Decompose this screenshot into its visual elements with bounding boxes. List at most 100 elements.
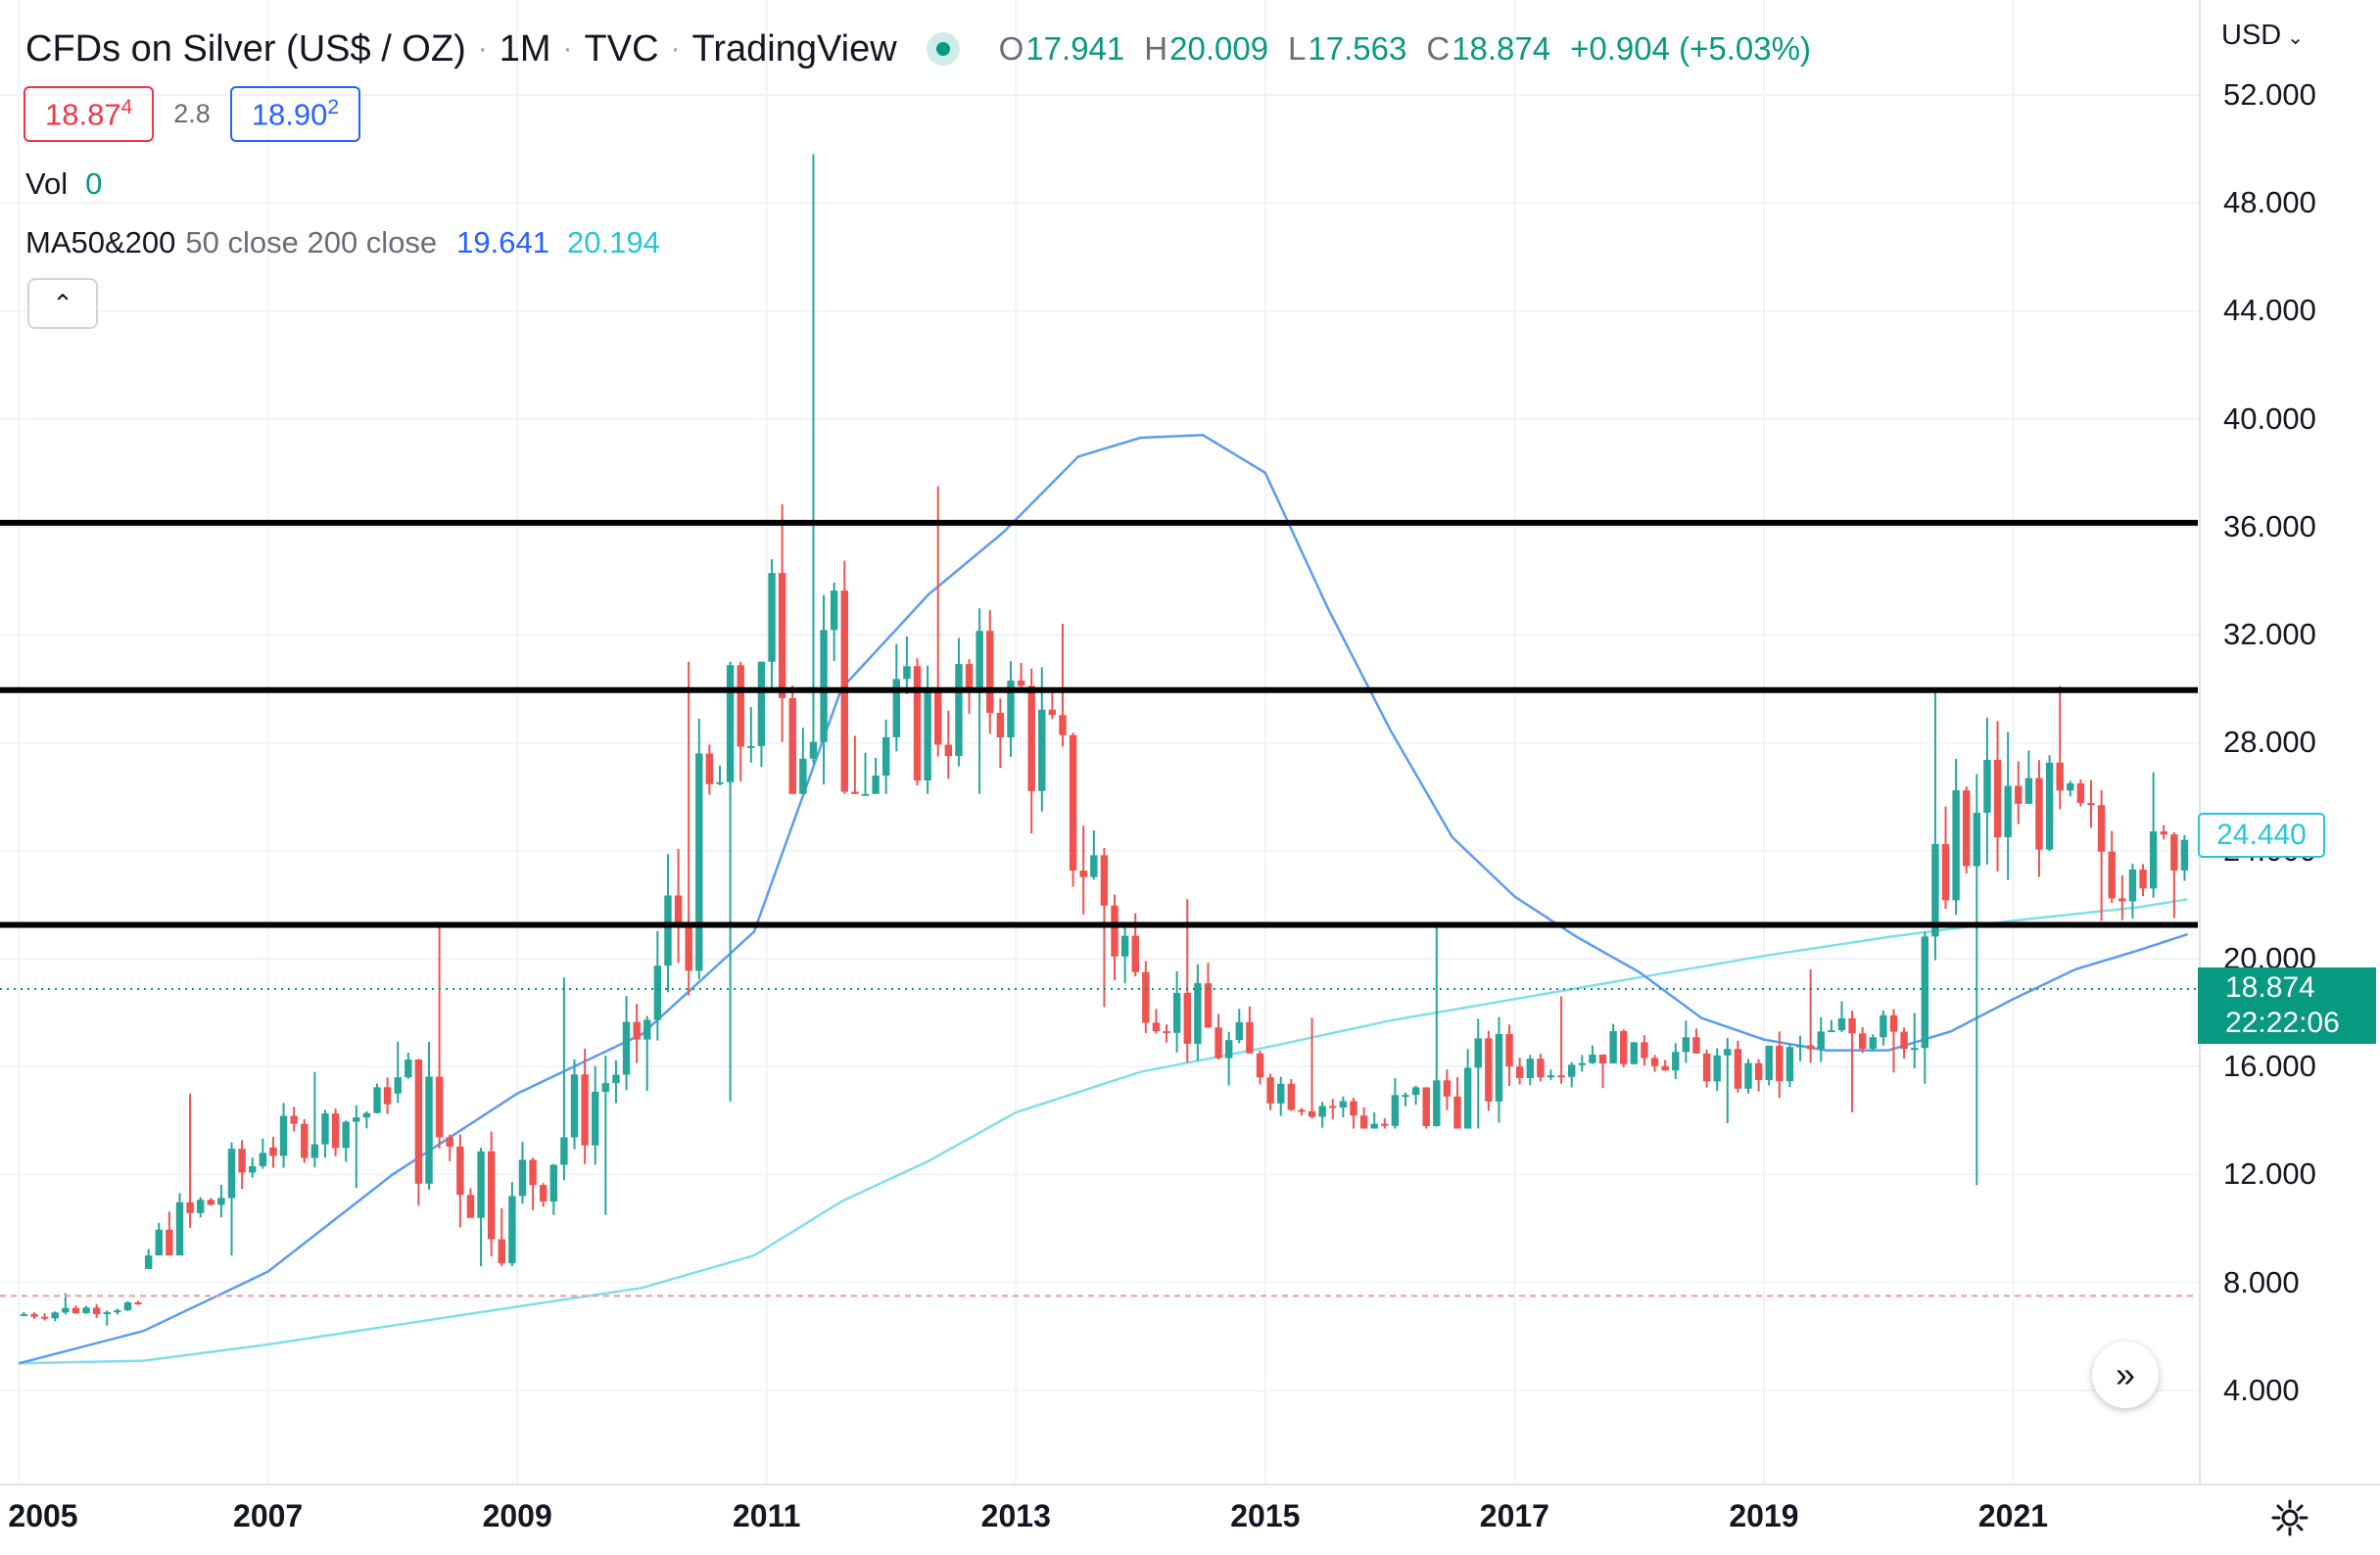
candle-body <box>996 712 1005 738</box>
candle-body <box>1453 1096 1461 1129</box>
candle-body <box>1993 760 2002 838</box>
candle-body <box>1391 1095 1400 1126</box>
candle-body <box>1381 1123 1389 1126</box>
candle-body <box>2015 785 2023 804</box>
candle-body <box>1630 1042 1639 1064</box>
price-tick-label: 48.000 <box>2223 185 2316 220</box>
candle-body <box>2067 783 2074 791</box>
candle-body <box>466 1195 475 1218</box>
candle-body <box>747 745 755 748</box>
chart-grid <box>0 0 2200 1484</box>
ma-price-label: 24.440 <box>2198 813 2325 858</box>
candle-body <box>2056 762 2064 791</box>
gear-icon[interactable] <box>2270 1498 2309 1537</box>
candle-body <box>1598 1054 1607 1064</box>
candle-body <box>134 1302 142 1305</box>
provider-label: TradingView <box>691 27 897 70</box>
change-value: +0.904 (+5.03%) <box>1570 30 1811 67</box>
candle-body <box>175 1202 184 1256</box>
candle-body <box>1172 992 1181 1033</box>
candle-body <box>726 665 735 782</box>
candle-body <box>1682 1037 1690 1053</box>
last-price-value: 18.874 <box>2225 971 2315 1004</box>
ask-price-fraction: 2 <box>327 96 340 118</box>
candle-body <box>144 1255 153 1269</box>
price-tick-label: 44.000 <box>2223 293 2316 328</box>
candle-body <box>2118 898 2126 902</box>
candle-body <box>1785 1047 1794 1082</box>
candle-body <box>321 1113 329 1145</box>
reference-lines <box>0 987 2198 1297</box>
candle-body <box>1526 1059 1534 1079</box>
candle-body <box>310 1144 319 1158</box>
ma200-line <box>18 434 2188 1365</box>
candle-body <box>166 1229 173 1256</box>
candle-body <box>820 630 828 742</box>
candle-body <box>1672 1052 1680 1071</box>
drawn-horizontal-lines[interactable] <box>0 519 2198 928</box>
candle-body <box>1765 1045 1773 1080</box>
candle-body <box>1858 1033 1867 1049</box>
candle-body <box>1411 1087 1420 1096</box>
ma200-value: 20.194 <box>567 225 660 259</box>
candle-body <box>1298 1109 1306 1112</box>
candle-body <box>643 1019 651 1040</box>
candle-body <box>1537 1059 1545 1078</box>
candle-body <box>1308 1110 1316 1117</box>
moving-average-lines <box>18 434 2188 1365</box>
volume-legend[interactable]: Vol 0 <box>25 166 102 202</box>
candle-body <box>259 1153 267 1166</box>
candle-body <box>508 1196 516 1264</box>
interval-label[interactable]: 1M <box>499 27 551 70</box>
candle-body <box>570 1074 579 1138</box>
candle-body <box>955 664 963 757</box>
candle-body <box>1100 855 1109 906</box>
candle-body <box>695 753 703 971</box>
candle-body <box>1183 992 1191 1044</box>
candle-body <box>92 1307 101 1315</box>
collapse-legend-button[interactable]: ⌃ <box>27 278 98 329</box>
symbol-title[interactable]: CFDs on Silver (US$ / OZ) <box>25 27 466 70</box>
time-tick-label: 2011 <box>733 1498 801 1533</box>
candle-body <box>2097 805 2106 852</box>
candle-body <box>1007 681 1015 738</box>
currency-selector[interactable]: USD ⌄ <box>2221 20 2304 52</box>
candle-body <box>2087 803 2095 806</box>
candle-body <box>892 679 901 737</box>
candle-body <box>685 924 692 971</box>
candle-body <box>446 1137 453 1147</box>
candle-body <box>394 1077 402 1094</box>
candle-body <box>1246 1021 1254 1054</box>
candle-body <box>477 1151 485 1218</box>
candle-body <box>1910 1048 1919 1051</box>
market-status-icon[interactable] <box>926 32 960 66</box>
sell-button[interactable]: 18.874 <box>24 86 155 143</box>
last-price-label: 18.874 22:22:06 <box>2198 967 2376 1044</box>
time-tick-label: 2017 <box>1479 1498 1549 1533</box>
candlestick-series <box>20 154 2189 1326</box>
high-value: 20.009 <box>1169 30 1269 67</box>
candle-body <box>737 665 744 747</box>
candle-body <box>103 1312 111 1315</box>
chevron-down-icon: ⌄ <box>2287 27 2304 49</box>
candle-body <box>1869 1037 1877 1049</box>
time-tick-label: 2021 <box>1977 1498 2049 1533</box>
candle-body <box>881 736 890 777</box>
candle-body <box>1214 1027 1222 1059</box>
currency-label: USD <box>2221 20 2282 51</box>
candle-body <box>612 1074 620 1084</box>
candle-body <box>809 741 818 759</box>
price-tick-label: 8.000 <box>2223 1264 2300 1299</box>
candle-body <box>861 793 870 796</box>
candle-body <box>539 1185 547 1202</box>
candle-body <box>487 1151 496 1240</box>
candle-body <box>830 590 838 631</box>
ma-legend[interactable]: MA50&200 50 close 200 close 19.641 20.194 <box>25 225 660 260</box>
candle-body <box>227 1149 236 1199</box>
scroll-to-realtime-button[interactable]: » <box>2092 1342 2159 1408</box>
buy-button[interactable]: 18.902 <box>229 86 361 143</box>
candle-body <box>1776 1045 1784 1082</box>
candle-body <box>114 1310 121 1313</box>
candle-body <box>1952 790 1960 901</box>
